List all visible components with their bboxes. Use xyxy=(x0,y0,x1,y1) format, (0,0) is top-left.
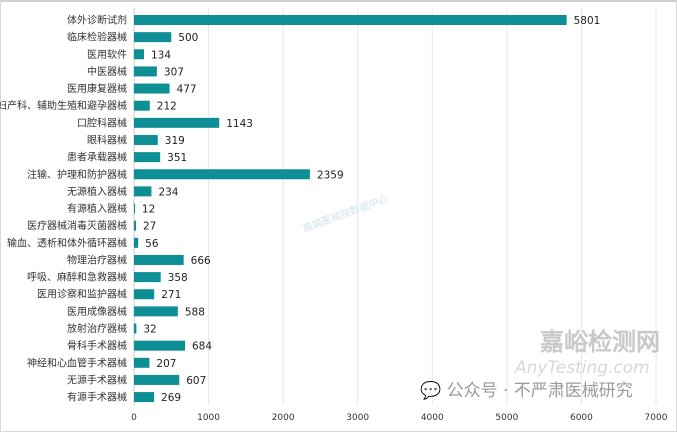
bar xyxy=(134,374,180,385)
category-label: 神经和心血管手术器械 xyxy=(27,356,127,369)
watermark-wechat: 💬 公众号 · 不严肃医械研究 xyxy=(420,381,633,401)
watermark-site: 嘉峪检测网 xyxy=(540,328,660,356)
bar xyxy=(134,152,161,163)
data-label: 319 xyxy=(165,135,185,147)
category-label: 医用康复器械 xyxy=(67,82,127,95)
data-label: 207 xyxy=(156,358,176,370)
category-label: 临床检验器械 xyxy=(67,31,127,44)
bar xyxy=(134,66,157,77)
x-tick-label: 5000 xyxy=(495,413,518,423)
bar xyxy=(134,49,144,60)
category-label: 体外诊断试剂 xyxy=(67,14,127,27)
category-label: 口腔科器械 xyxy=(77,116,127,129)
category-label: 医疗器械消毒灭菌器械 xyxy=(27,219,127,232)
category-label: 眼科器械 xyxy=(87,133,127,146)
category-label: 放射治疗器械 xyxy=(67,322,127,335)
x-tick-label: 4000 xyxy=(421,413,444,423)
bar xyxy=(134,323,137,334)
bar xyxy=(134,15,567,25)
bar xyxy=(134,100,150,111)
watermark-site-url: AnyTesting.com xyxy=(515,358,650,378)
data-label: 588 xyxy=(185,306,205,318)
data-label: 5801 xyxy=(574,15,601,27)
bar xyxy=(134,306,178,317)
x-tick-label: 1000 xyxy=(197,413,220,423)
category-label: 骨科手术器械 xyxy=(67,339,127,352)
category-label: 医用诊察和监护器械 xyxy=(37,288,127,301)
category-label: 妇产科、辅助生殖和避孕器械 xyxy=(0,99,127,112)
bar xyxy=(134,237,139,248)
bar xyxy=(134,134,158,145)
category-label: 物理治疗器械 xyxy=(67,253,127,266)
data-label: 351 xyxy=(167,152,187,164)
data-label: 684 xyxy=(192,341,212,353)
bar xyxy=(134,169,310,180)
data-label: 358 xyxy=(168,272,188,284)
bar xyxy=(134,186,152,197)
data-label: 32 xyxy=(143,324,156,336)
bar xyxy=(134,340,186,351)
wechat-icon: 💬 xyxy=(420,381,442,401)
bar xyxy=(134,203,135,214)
category-label: 医用成像器械 xyxy=(67,305,127,318)
category-label: 中医器械 xyxy=(87,65,127,78)
category-label: 注输、护理和防护器械 xyxy=(27,168,127,181)
x-tick-label: 7000 xyxy=(645,413,668,423)
x-tick-label: 3000 xyxy=(346,413,369,423)
data-label: 2359 xyxy=(317,169,344,181)
data-label: 666 xyxy=(191,255,211,267)
bar xyxy=(134,254,184,265)
category-label: 患者承载器械 xyxy=(67,151,127,164)
bar xyxy=(134,392,155,403)
bar xyxy=(134,357,150,368)
bar xyxy=(134,272,161,283)
category-label: 医用软件 xyxy=(87,48,127,61)
data-label: 27 xyxy=(143,221,156,233)
data-label: 234 xyxy=(158,186,178,198)
bar xyxy=(134,32,172,43)
x-tick-label: 0 xyxy=(131,413,137,423)
category-label: 无源手术器械 xyxy=(67,373,127,386)
wechat-text: 公众号 · 不严肃医械研究 xyxy=(446,381,633,401)
data-label: 307 xyxy=(164,66,184,78)
data-label: 477 xyxy=(177,84,197,96)
x-tick-label: 6000 xyxy=(570,413,593,423)
x-tick-label: 2000 xyxy=(272,413,295,423)
data-label: 500 xyxy=(178,32,198,44)
data-label: 212 xyxy=(157,101,177,113)
data-label: 269 xyxy=(161,392,181,404)
bar xyxy=(134,117,220,128)
category-label: 输血、透析和体外循环器械 xyxy=(7,236,127,249)
data-label: 12 xyxy=(142,204,155,216)
category-label: 有源植入器械 xyxy=(67,202,127,215)
category-label: 无源植入器械 xyxy=(67,185,127,198)
data-label: 607 xyxy=(186,375,206,387)
data-label: 134 xyxy=(151,49,171,61)
bar xyxy=(134,289,155,300)
category-label: 有源手术器械 xyxy=(67,391,127,404)
data-label: 56 xyxy=(145,238,159,250)
category-label: 呼吸、麻醉和急救器械 xyxy=(27,271,127,284)
bar xyxy=(134,220,137,231)
bar xyxy=(134,83,170,94)
data-label: 1143 xyxy=(226,118,253,130)
data-label: 271 xyxy=(161,289,181,301)
